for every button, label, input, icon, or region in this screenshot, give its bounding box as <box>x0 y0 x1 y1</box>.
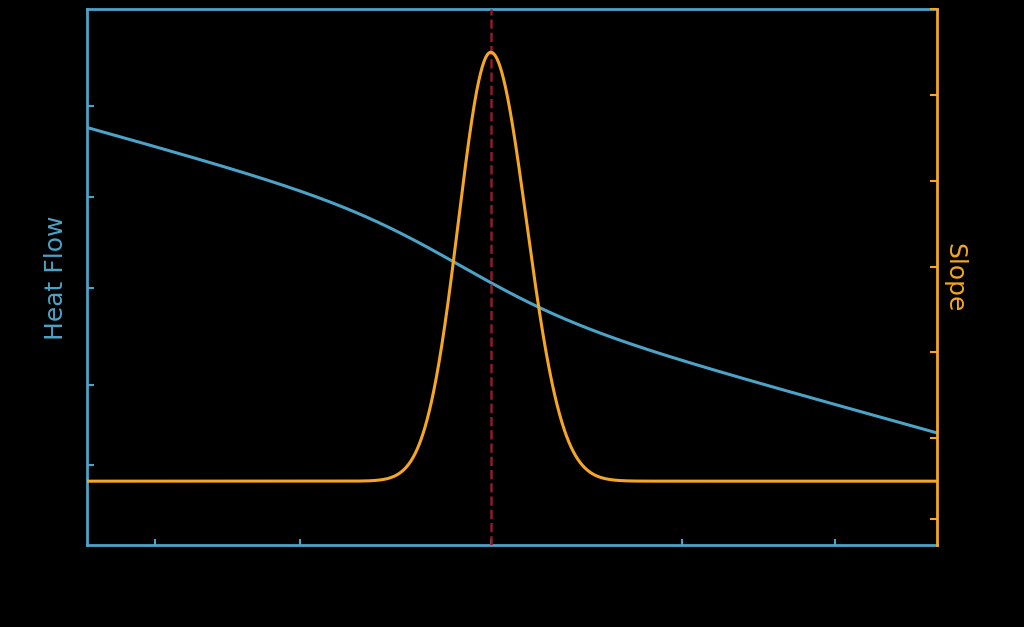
Y-axis label: Heat Flow: Heat Flow <box>44 215 69 340</box>
Y-axis label: Slope: Slope <box>943 243 967 312</box>
